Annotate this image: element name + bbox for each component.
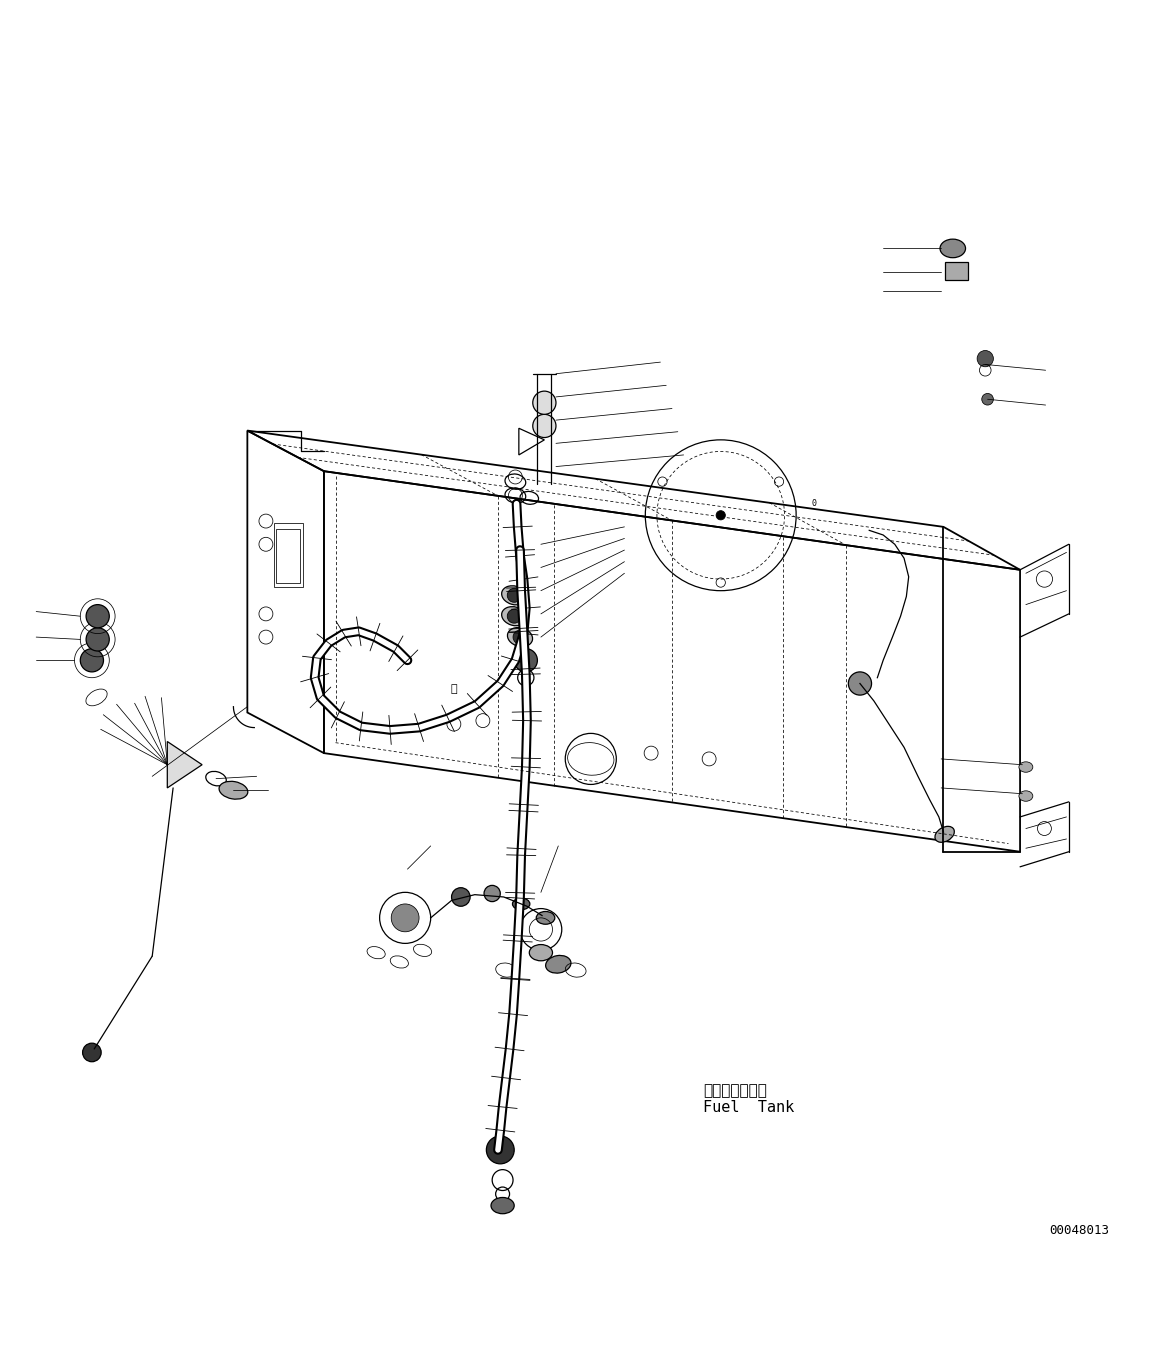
Circle shape [533,391,556,414]
Circle shape [86,627,109,651]
Polygon shape [167,741,202,787]
Ellipse shape [513,898,530,910]
Text: フェエルタンク: フェエルタンク [704,1083,768,1098]
Circle shape [86,604,109,627]
Circle shape [513,630,527,644]
Text: 0: 0 [811,499,816,509]
Circle shape [507,588,521,603]
Circle shape [507,610,521,623]
Circle shape [533,414,556,437]
Circle shape [716,511,726,519]
Ellipse shape [1019,791,1033,801]
Ellipse shape [219,782,248,800]
Ellipse shape [935,827,955,842]
Text: Fuel  Tank: Fuel Tank [704,1100,794,1115]
Circle shape [451,887,470,906]
Ellipse shape [491,1197,514,1214]
Ellipse shape [529,945,552,961]
Bar [277,529,300,582]
Circle shape [848,673,871,694]
Circle shape [80,649,104,673]
Ellipse shape [1019,761,1033,772]
Bar [274,524,304,588]
Ellipse shape [940,239,965,258]
Ellipse shape [536,912,555,924]
Bar [944,262,968,280]
Circle shape [977,350,993,366]
Circle shape [484,886,500,902]
Circle shape [391,904,419,932]
Circle shape [514,649,537,673]
Ellipse shape [507,627,533,647]
Ellipse shape [501,586,527,604]
Text: ⸏: ⸏ [450,685,457,694]
Circle shape [83,1043,101,1062]
Text: 00048013: 00048013 [1049,1223,1110,1237]
Ellipse shape [545,956,571,973]
Circle shape [982,394,993,405]
Circle shape [486,1136,514,1163]
Ellipse shape [501,607,527,626]
